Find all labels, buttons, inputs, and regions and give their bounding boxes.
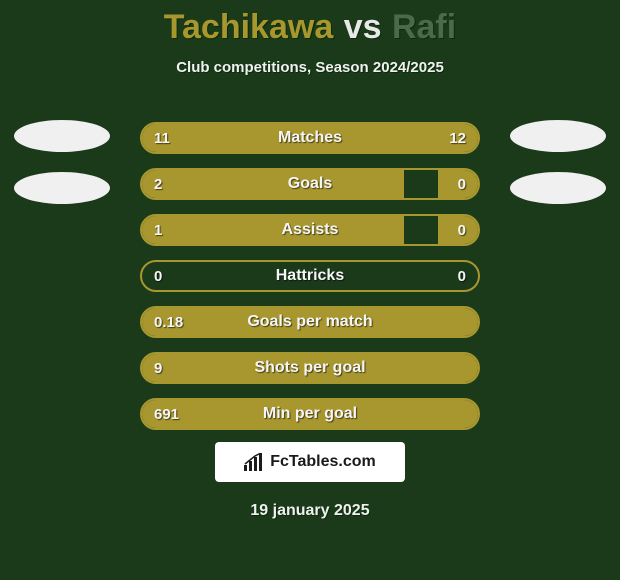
club-logo-placeholder — [510, 172, 606, 204]
stat-value-right: 0 — [458, 216, 466, 244]
stat-row: 0Hattricks0 — [140, 260, 480, 292]
footer-date: 19 january 2025 — [0, 502, 620, 520]
club-logo-placeholder — [14, 172, 110, 204]
stat-value-right: 0 — [458, 262, 466, 290]
stat-label: Matches — [142, 124, 478, 152]
vs-label: vs — [344, 8, 382, 46]
player2-logos — [510, 120, 606, 204]
club-logo-placeholder — [14, 120, 110, 152]
stat-value-right: 12 — [449, 124, 466, 152]
club-logo-placeholder — [510, 120, 606, 152]
stat-row: 2Goals0 — [140, 168, 480, 200]
stat-label: Hattricks — [142, 262, 478, 290]
player1-name: Tachikawa — [164, 8, 333, 46]
player2-name: Rafi — [392, 8, 456, 46]
stat-row: 0.18Goals per match — [140, 306, 480, 338]
stat-label: Goals — [142, 170, 478, 198]
stat-row: 11Matches12 — [140, 122, 480, 154]
stat-label: Shots per goal — [142, 354, 478, 382]
branding-badge: FcTables.com — [215, 442, 405, 482]
stat-row: 691Min per goal — [140, 398, 480, 430]
title-row: Tachikawa vs Rafi — [0, 0, 620, 47]
chart-icon — [244, 453, 264, 471]
player1-logos — [14, 120, 110, 204]
branding-text: FcTables.com — [270, 453, 376, 471]
stat-label: Min per goal — [142, 400, 478, 428]
stats-container: 11Matches122Goals01Assists00Hattricks00.… — [140, 122, 480, 430]
stat-label: Assists — [142, 216, 478, 244]
stat-row: 1Assists0 — [140, 214, 480, 246]
stat-row: 9Shots per goal — [140, 352, 480, 384]
stat-label: Goals per match — [142, 308, 478, 336]
stat-value-right: 0 — [458, 170, 466, 198]
subtitle: Club competitions, Season 2024/2025 — [0, 59, 620, 76]
